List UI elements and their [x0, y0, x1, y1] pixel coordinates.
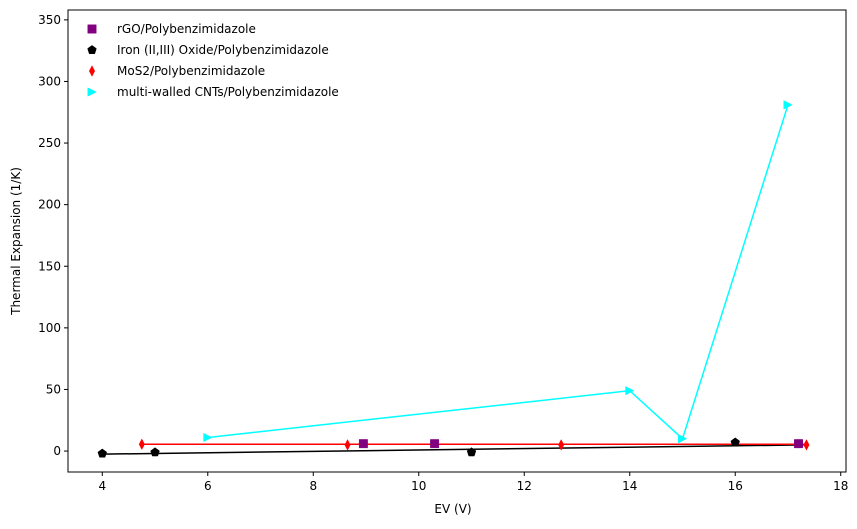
mos2-polybenzimidazole-point-1	[344, 439, 351, 451]
multi-walled-cnts-polybenzimidazole-point-0	[203, 432, 213, 443]
y-tick-label-150: 150	[38, 259, 61, 273]
multi-walled-cnts-polybenzimidazole-point-3	[783, 100, 793, 110]
x-tick-label-6: 6	[204, 479, 212, 493]
rgo-polybenzimidazole-point-2	[794, 439, 803, 449]
iron-ii-iii-oxide-polybenzimidazole-point-1	[150, 447, 160, 457]
rgo-polybenzimidazole-point-0	[358, 439, 368, 449]
legend-label-rgo-polybenzimidazole: rGO/Polybenzimidazole	[117, 22, 256, 36]
legend-label-mos2-polybenzimidazole: MoS2/Polybenzimidazole	[117, 64, 265, 78]
y-tick-label-0: 0	[53, 444, 61, 458]
y-axis-title: Thermal Expansion (1/K)	[9, 167, 23, 316]
x-tick-label-10: 10	[411, 479, 426, 493]
legend-marker-mos2-polybenzimidazole	[88, 65, 96, 77]
legend-marker-iron-ii-iii-oxide-polybenzimidazole	[87, 45, 97, 54]
y-tick-label-300: 300	[38, 74, 61, 88]
x-tick-label-4: 4	[98, 479, 106, 493]
x-tick-label-14: 14	[622, 479, 637, 493]
x-tick-label-16: 16	[728, 479, 743, 493]
y-tick-label-50: 50	[46, 382, 61, 396]
multi-walled-cnts-polybenzimidazole-point-2	[678, 434, 688, 444]
y-tick-label-200: 200	[38, 198, 61, 212]
x-axis-title: EV (V)	[434, 502, 471, 516]
legend-label-iron-ii-iii-oxide-polybenzimidazole: Iron (II,III) Oxide/Polybenzimidazole	[117, 43, 329, 57]
x-tick-label-8: 8	[309, 479, 317, 493]
y-tick-label-250: 250	[38, 136, 61, 150]
y-axis-ticks: 0 50 100 150 200 250 300 350	[38, 13, 68, 458]
multi-walled-cnts-polybenzimidazole-point-1	[625, 386, 635, 396]
iron-ii-iii-oxide-polybenzimidazole-point-0	[97, 448, 107, 458]
legend-marker-rgo-polybenzimidazole	[87, 24, 97, 34]
mos2-polybenzimidazole-point-0	[138, 438, 145, 451]
iron-ii-iii-oxide-polybenzimidazole-point-3	[730, 437, 740, 447]
series-lines	[102, 104, 807, 455]
legend: rGO/Polybenzimidazole Iron (II,III) Oxide…	[87, 22, 339, 99]
legend-marker-multi-walled-cnts-polybenzimidazole	[87, 87, 97, 97]
multi-walled-cnts-polybenzimidazole-line	[207, 104, 789, 441]
y-tick-label-350: 350	[38, 13, 61, 27]
data-markers	[97, 100, 810, 458]
iron-ii-iii-oxide-polybenzimidazole-point-2	[466, 447, 477, 457]
iron-ii-iii-oxide-polybenzimidazole-line	[102, 444, 804, 455]
legend-label-multi-walled-cnts-polybenzimidazole: multi-walled CNTs/Polybenzimidazole	[117, 85, 339, 99]
mos2-polybenzimidazole-point-3	[803, 439, 810, 451]
mos2-polybenzimidazole-point-2	[558, 439, 565, 451]
plot-area	[67, 9, 847, 473]
x-tick-label-12: 12	[517, 479, 532, 493]
rgo-polybenzimidazole-point-1	[430, 439, 440, 449]
y-tick-label-100: 100	[38, 321, 61, 335]
x-tick-label-18: 18	[833, 479, 848, 493]
x-axis-ticks: 4 6 8 10 12 14 16 18	[98, 472, 848, 493]
